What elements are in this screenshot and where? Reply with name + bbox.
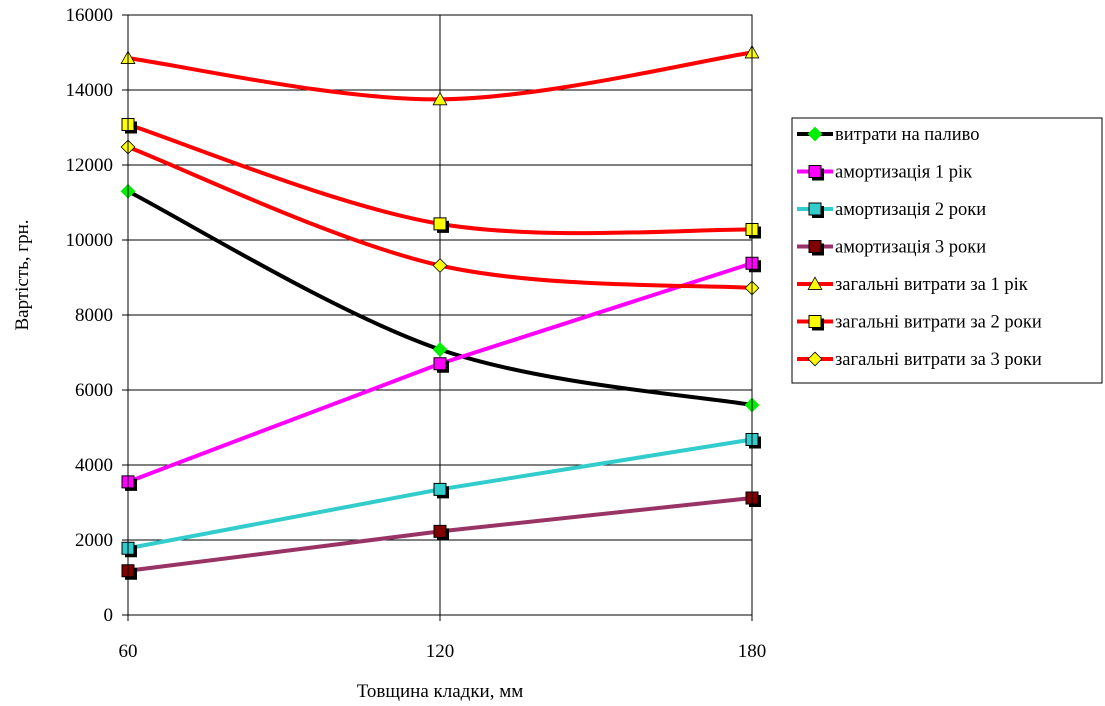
y-tick-label: 10000 bbox=[66, 230, 114, 251]
legend-label: загальні витрати за 2 роки bbox=[835, 313, 1042, 333]
y-tick-label: 4000 bbox=[75, 455, 113, 476]
x-tick-label: 120 bbox=[426, 641, 455, 662]
legend-swatch-marker bbox=[808, 240, 822, 253]
legend: витрати на паливо амортизація 1 рік аморти… bbox=[791, 117, 1103, 384]
legend-entry: загальні витрати за 1 рік bbox=[797, 275, 1028, 295]
data-point-marker bbox=[433, 524, 447, 538]
data-point-marker bbox=[433, 482, 447, 496]
legend-swatch-marker bbox=[808, 165, 822, 178]
legend-label: загальні витрати за 1 рік bbox=[835, 275, 1028, 295]
axes: 0 2000 4000 6000 8000 10000 12000 14000 16000 60 1… bbox=[66, 5, 767, 662]
series-4 bbox=[121, 491, 761, 580]
legend-label: амортизація 3 роки bbox=[835, 238, 986, 258]
legend-label: амортизація 2 роки bbox=[835, 200, 986, 220]
legend-entry: амортизація 3 роки bbox=[797, 238, 986, 258]
legend-frame bbox=[791, 117, 1103, 384]
data-point-marker bbox=[432, 91, 448, 106]
legend-swatch-marker bbox=[807, 126, 823, 142]
legend-swatch-marker bbox=[808, 202, 822, 216]
y-tick-label: 2000 bbox=[75, 530, 113, 551]
legend-entry: амортизація 2 роки bbox=[797, 200, 986, 220]
data-point-marker bbox=[433, 357, 447, 371]
legend-swatch-marker bbox=[807, 276, 823, 290]
y-tick-label: 16000 bbox=[66, 5, 114, 26]
y-axis-title: Вартість, грн. bbox=[12, 219, 33, 330]
y-tick-label: 12000 bbox=[66, 155, 114, 176]
legend-label: витрати на паливо bbox=[835, 125, 980, 145]
legend-entry: амортизація 1 рік bbox=[797, 163, 972, 183]
legend-entry: загальні витрати за 3 роки bbox=[797, 350, 1042, 370]
y-tick-label: 8000 bbox=[75, 305, 113, 326]
legend-swatch-marker bbox=[808, 315, 822, 328]
x-tick-label: 60 bbox=[119, 641, 138, 662]
x-axis-title: Товщина кладки, мм bbox=[357, 681, 524, 702]
data-point-marker bbox=[433, 217, 447, 231]
series-layer bbox=[120, 44, 761, 580]
series-6 bbox=[121, 118, 761, 239]
legend-swatch-marker bbox=[807, 351, 823, 367]
legend-label: амортизація 1 рік bbox=[835, 163, 972, 183]
legend-entry: загальні витрати за 2 роки bbox=[797, 313, 1042, 333]
y-tick-label: 14000 bbox=[66, 80, 114, 101]
legend-label: загальні витрати за 3 роки bbox=[835, 350, 1042, 370]
legend-entry: витрати на паливо bbox=[797, 125, 980, 145]
data-point-marker bbox=[432, 342, 448, 357]
series-2 bbox=[121, 256, 761, 491]
x-tick-label: 180 bbox=[738, 641, 767, 662]
y-tick-label: 0 bbox=[104, 605, 114, 626]
y-tick-label: 6000 bbox=[75, 380, 113, 401]
data-point-marker bbox=[432, 258, 448, 273]
plot-area-frame bbox=[127, 14, 753, 616]
